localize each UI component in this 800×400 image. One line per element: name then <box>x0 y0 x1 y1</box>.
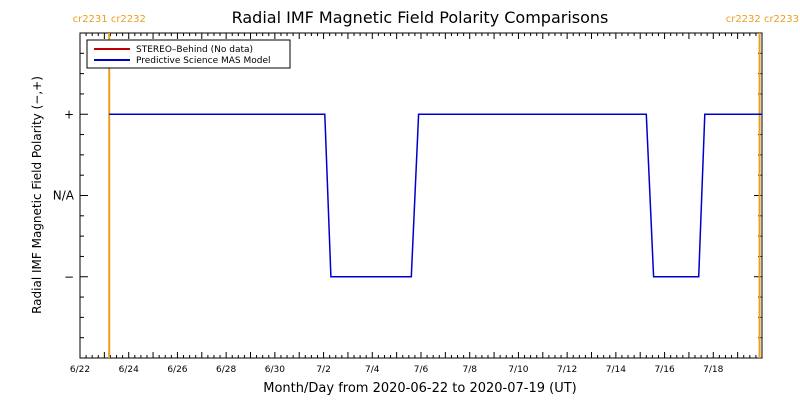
legend-label-mas: Predictive Science MAS Model <box>136 56 271 66</box>
x-tick-label: 7/6 <box>414 365 429 375</box>
rotation-marker-label: cr2232 cr2233 <box>726 14 799 25</box>
x-axis-label: Month/Day from 2020-06-22 to 2020-07-19 … <box>263 381 576 396</box>
x-tick-label: 6/22 <box>70 365 90 375</box>
legend-box <box>86 39 291 69</box>
legend-label-stereo: STEREO–Behind (No data) <box>136 45 253 55</box>
rotation-marker-label: cr2231 cr2232 <box>73 14 146 25</box>
y-tick-label: N/A <box>53 189 75 203</box>
x-tick-label: 6/30 <box>265 365 285 375</box>
plot-area: 6/22 6/24 6/26 6/28 6/30 7/2 7/4 7/6 7/8 7/10 7/12… <box>53 14 799 375</box>
x-tick-label: 6/24 <box>119 365 139 375</box>
y-tick-label: + <box>64 107 74 121</box>
series-line-mas-model <box>109 113 762 278</box>
x-tick-label: 7/4 <box>365 365 380 375</box>
x-tick-label: 7/10 <box>508 365 528 375</box>
x-tick-label: 7/14 <box>606 365 626 375</box>
x-tick-label: 7/16 <box>654 365 674 375</box>
x-tick-label: 7/8 <box>462 365 477 375</box>
plot-frame <box>79 32 763 359</box>
y-tick-label: − <box>64 270 74 284</box>
x-tick-label: 6/28 <box>216 365 236 375</box>
x-tick-label: 6/26 <box>167 365 187 375</box>
chart-title: Radial IMF Magnetic Field Polarity Compa… <box>232 8 609 27</box>
legend: STEREO–Behind (No data) Predictive Scien… <box>86 39 291 69</box>
x-tick-label: 7/2 <box>316 365 330 375</box>
y-axis-label: Radial IMF Magnetic Field Polarity (−,+) <box>30 76 44 314</box>
x-tick-label: 7/18 <box>703 365 723 375</box>
x-tick-label: 7/12 <box>557 365 577 375</box>
